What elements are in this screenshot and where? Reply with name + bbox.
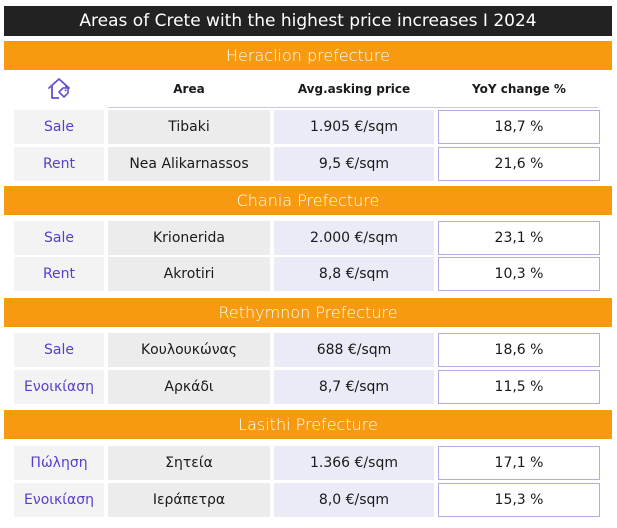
asking-price: 8,8 €/sqm <box>274 257 434 291</box>
asking-price: 9,5 €/sqm <box>274 147 434 181</box>
table-row: Sale Κουλουκώνας 688 €/sqm 18,6 % <box>4 333 612 367</box>
asking-price: 688 €/sqm <box>274 333 434 367</box>
yoy-change: 18,7 % <box>438 110 600 144</box>
column-header-row: Area Avg.asking price YoY change % <box>4 72 612 108</box>
section-heraclion: Heraclion prefecture <box>4 41 612 70</box>
area-name: Krionerida <box>108 221 270 255</box>
listing-type: Ενοικίαση <box>14 483 104 517</box>
yoy-change: 11,5 % <box>438 370 600 404</box>
section-rethymnon: Rethymnon Prefecture <box>4 298 612 327</box>
listing-type: Rent <box>14 147 104 181</box>
header-area: Area <box>173 82 205 96</box>
table-row: Sale Tibaki 1.905 €/sqm 18,7 % <box>4 110 612 144</box>
area-name: Κουλουκώνας <box>108 333 270 367</box>
listing-type: Rent <box>14 257 104 291</box>
header-price: Avg.asking price <box>297 82 411 96</box>
header-yoy: YoY change % <box>472 82 566 96</box>
table-row: Πώληση Σητεία 1.366 €/sqm 17,1 % <box>4 446 612 480</box>
area-name: Σητεία <box>108 446 270 480</box>
yoy-change: 10,3 % <box>438 257 600 291</box>
header-divider <box>108 107 598 108</box>
asking-price: 1.366 €/sqm <box>274 446 434 480</box>
table-row: Rent Nea Alikarnassos 9,5 €/sqm 21,6 % <box>4 147 612 181</box>
yoy-change: 23,1 % <box>438 221 600 255</box>
asking-price: 8,0 €/sqm <box>274 483 434 517</box>
area-name: Akrotiri <box>108 257 270 291</box>
asking-price: 1.905 €/sqm <box>274 110 434 144</box>
table-row: Sale Krionerida 2.000 €/sqm 23,1 % <box>4 221 612 255</box>
area-name: Αρκάδι <box>108 370 270 404</box>
asking-price: 8,7 €/sqm <box>274 370 434 404</box>
area-name: Tibaki <box>108 110 270 144</box>
listing-type: Ενοικίαση <box>14 370 104 404</box>
table-row: Rent Akrotiri 8,8 €/sqm 10,3 % <box>4 257 612 291</box>
table-row: Ενοικίαση Ιεράπετρα 8,0 €/sqm 15,3 % <box>4 483 612 517</box>
yoy-change: 21,6 % <box>438 147 600 181</box>
table-title: Areas of Crete with the highest price in… <box>4 6 612 36</box>
yoy-change: 18,6 % <box>438 333 600 367</box>
listing-type: Sale <box>14 110 104 144</box>
table-row: Ενοικίαση Αρκάδι 8,7 €/sqm 11,5 % <box>4 370 612 404</box>
house-with-tag-icon <box>14 72 104 106</box>
section-lasithi: Lasithi Prefecture <box>4 410 612 439</box>
section-chania: Chania Prefecture <box>4 186 612 215</box>
listing-type: Sale <box>14 221 104 255</box>
listing-type: Sale <box>14 333 104 367</box>
area-name: Ιεράπετρα <box>108 483 270 517</box>
listing-type: Πώληση <box>14 446 104 480</box>
yoy-change: 15,3 % <box>438 483 600 517</box>
yoy-change: 17,1 % <box>438 446 600 480</box>
area-name: Nea Alikarnassos <box>108 147 270 181</box>
asking-price: 2.000 €/sqm <box>274 221 434 255</box>
